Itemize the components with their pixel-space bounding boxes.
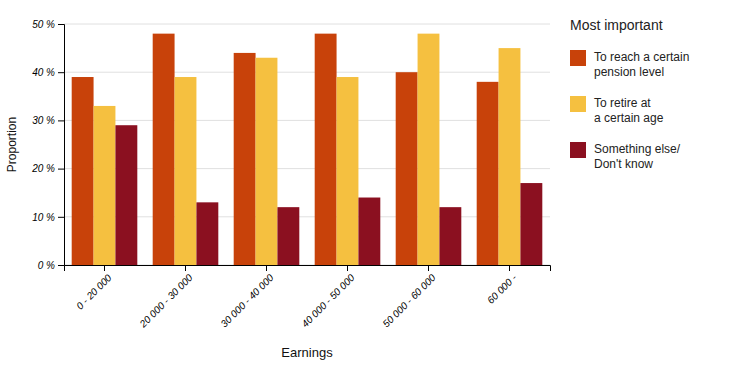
legend-swatch bbox=[570, 142, 586, 158]
x-tick: 40 000 - 50 000 bbox=[299, 265, 357, 329]
bar-series bbox=[115, 125, 542, 265]
y-tick: 0 % bbox=[38, 260, 64, 271]
legend-label: Something else/Don't know bbox=[594, 142, 681, 170]
bar bbox=[175, 77, 197, 265]
x-tick: 60 000 - bbox=[485, 265, 519, 306]
tick-mark bbox=[266, 265, 267, 271]
tick-mark bbox=[428, 265, 429, 271]
bar bbox=[499, 48, 521, 265]
tick-label: 50 % bbox=[32, 19, 55, 30]
bar bbox=[520, 183, 542, 265]
bar bbox=[196, 202, 218, 265]
tick-mark bbox=[509, 265, 510, 271]
y-tick: 20 % bbox=[31, 163, 64, 174]
tick-label: 0 % bbox=[38, 260, 55, 271]
legend-label: To retire ata certain age bbox=[594, 96, 664, 124]
bars bbox=[72, 34, 543, 265]
bar bbox=[234, 53, 256, 265]
y-axis-title: Proportion bbox=[5, 117, 19, 172]
tick-label: 30 000 - 40 000 bbox=[218, 272, 276, 330]
x-tick: 20 000 - 30 000 bbox=[137, 265, 195, 330]
bar bbox=[115, 125, 137, 265]
tick-mark bbox=[58, 72, 64, 73]
x-tick: 0 - 20 000 bbox=[74, 265, 114, 312]
tick-label: 60 000 - bbox=[485, 272, 519, 306]
bar bbox=[153, 34, 175, 265]
tick-mark bbox=[58, 169, 64, 170]
y-axis: 0 % 10 % 20 % 30 % 40 % 50 % bbox=[31, 19, 64, 271]
tick-label: 30 % bbox=[32, 115, 55, 126]
y-tick: 10 % bbox=[32, 212, 64, 223]
tick-label: 0 - 20 000 bbox=[74, 272, 114, 312]
bar bbox=[277, 207, 299, 265]
y-tick: 30 % bbox=[32, 115, 64, 126]
legend: Most important To reach a certainpension … bbox=[570, 17, 689, 171]
x-tick: 50 000 - 60 000 bbox=[380, 265, 438, 329]
grid bbox=[64, 24, 550, 265]
axis-domain bbox=[65, 266, 551, 272]
bar bbox=[72, 77, 94, 265]
bar bbox=[477, 82, 499, 265]
bar bbox=[418, 34, 440, 265]
bar-series bbox=[72, 34, 499, 265]
grid-line bbox=[64, 24, 550, 25]
bar bbox=[439, 207, 461, 265]
tick-label: 40 000 - 50 000 bbox=[299, 272, 357, 330]
tick-mark bbox=[58, 24, 64, 25]
legend-entry: To retire ata certain age bbox=[570, 96, 664, 125]
y-tick: 50 % bbox=[32, 19, 64, 30]
x-axis-title: Earnings bbox=[281, 345, 333, 360]
grid-line bbox=[64, 72, 550, 73]
bar-series bbox=[94, 34, 521, 265]
bar bbox=[256, 58, 278, 265]
bar bbox=[396, 72, 418, 265]
legend-swatch bbox=[570, 50, 586, 66]
tick-mark bbox=[347, 265, 348, 271]
legend-label: To reach a certainpension level bbox=[594, 50, 689, 78]
bar bbox=[358, 198, 380, 265]
tick-label: 10 % bbox=[32, 212, 55, 223]
tick-mark bbox=[58, 217, 64, 218]
bar bbox=[315, 34, 337, 265]
legend-entry: To reach a certainpension level bbox=[570, 50, 689, 79]
legend-swatch bbox=[570, 96, 586, 112]
tick-label: 20 % bbox=[31, 163, 55, 174]
chart: 0 % 10 % 20 % 30 % 40 % 50 % 0 - 20 000 20 000 … bbox=[0, 0, 730, 365]
tick-label: 40 % bbox=[32, 67, 55, 78]
x-axis: 0 - 20 000 20 000 - 30 000 30 000 - 40 000… bbox=[65, 265, 551, 330]
tick-mark bbox=[104, 265, 105, 271]
tick-mark bbox=[58, 120, 64, 121]
tick-label: 50 000 - 60 000 bbox=[380, 272, 438, 330]
plot: 0 % 10 % 20 % 30 % 40 % 50 % 0 - 20 000 20 000 … bbox=[5, 19, 551, 360]
tick-mark bbox=[185, 265, 186, 271]
legend-title: Most important bbox=[570, 17, 663, 33]
legend-entry: Something else/Don't know bbox=[570, 142, 681, 171]
x-tick: 30 000 - 40 000 bbox=[218, 265, 276, 329]
bar bbox=[337, 77, 359, 265]
bar bbox=[94, 106, 116, 265]
y-tick: 40 % bbox=[32, 67, 64, 78]
tick-mark bbox=[58, 265, 64, 266]
tick-label: 20 000 - 30 000 bbox=[137, 272, 195, 330]
axis-domain bbox=[58, 25, 65, 266]
